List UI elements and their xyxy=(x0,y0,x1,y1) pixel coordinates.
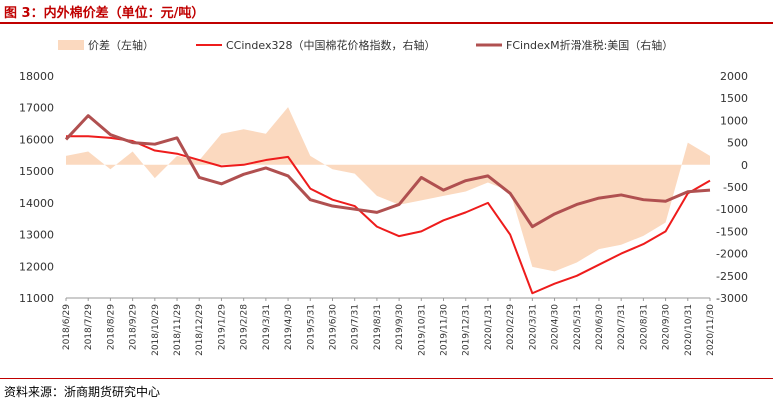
x-tick-label: 2019/3/31 xyxy=(262,304,272,350)
x-tick-label: 2020/4/30 xyxy=(551,304,561,350)
x-tick-label: 2018/7/29 xyxy=(84,304,94,350)
right-tick-label: 1500 xyxy=(720,92,748,105)
chart-area: 价差（左轴） CCindex328（中国棉花价格指数，右轴） FCindexM折滑准… xyxy=(19,38,748,356)
x-tick-label: 2020/11/30 xyxy=(706,304,716,356)
legend-label: 价差（左轴） xyxy=(88,38,154,52)
x-tick-label: 2020/5/31 xyxy=(573,304,583,350)
right-tick-label: -1000 xyxy=(716,203,748,216)
x-axis: 2018/6/29 2018/7/29 2018/8/29 2018/9/29 2018… xyxy=(62,297,716,356)
right-tick-label: 1000 xyxy=(720,114,748,127)
x-tick-label: 2019/12/31 xyxy=(462,304,472,356)
x-tick-label: 2019/8/31 xyxy=(373,304,383,350)
x-tick-label: 2019/4/30 xyxy=(284,304,294,350)
x-tick-label: 2020/6/30 xyxy=(595,304,605,350)
right-tick-label: -500 xyxy=(723,181,748,194)
x-tick-label: 2019/2/28 xyxy=(240,304,250,350)
left-tick-label: 14000 xyxy=(19,197,54,210)
x-tick-label: 2020/3/31 xyxy=(528,304,538,350)
x-tick-label: 2018/11/29 xyxy=(173,304,183,356)
series-spread-area xyxy=(66,107,710,272)
left-tick-label: 17000 xyxy=(19,102,54,115)
source-note: 资料来源：浙商期货研究中心 xyxy=(4,385,161,399)
right-tick-label: -2000 xyxy=(716,248,748,261)
legend-label: FCindexM折滑准税:美国（右轴） xyxy=(506,38,673,52)
x-tick-label: 2018/9/29 xyxy=(129,304,139,350)
x-tick-label: 2020/2/29 xyxy=(506,304,516,350)
left-tick-label: 12000 xyxy=(19,260,54,273)
right-tick-label: -2500 xyxy=(716,270,748,283)
right-tick-label: 0 xyxy=(741,159,748,172)
plot-area xyxy=(64,107,711,295)
left-tick-label: 15000 xyxy=(19,165,54,178)
title-rule xyxy=(0,22,773,24)
right-tick-label: 2000 xyxy=(720,70,748,83)
legend-label: CCindex328（中国棉花价格指数，右轴） xyxy=(226,38,435,52)
x-tick-label: 2020/9/30 xyxy=(662,304,672,350)
series-ccindex-line xyxy=(66,135,711,295)
x-tick-label: 2019/11/30 xyxy=(440,304,450,356)
series-fcindex-line xyxy=(64,114,711,229)
legend: 价差（左轴） CCindex328（中国棉花价格指数，右轴） FCindexM折滑准… xyxy=(58,38,673,52)
x-tick-label: 2019/6/30 xyxy=(328,304,338,350)
x-tick-label: 2019/5/31 xyxy=(306,304,316,350)
left-tick-label: 11000 xyxy=(19,292,54,305)
footer-rule xyxy=(0,378,773,379)
x-tick-label: 2018/8/29 xyxy=(106,304,116,350)
left-tick-label: 18000 xyxy=(19,70,54,83)
x-tick-label: 2019/10/31 xyxy=(417,304,427,356)
x-tick-label: 2020/1/31 xyxy=(484,304,494,350)
x-tick-label: 2020/8/31 xyxy=(639,304,649,350)
x-tick-label: 2019/1/29 xyxy=(217,304,227,350)
right-tick-label: -3000 xyxy=(716,292,748,305)
x-tick-label: 2018/6/29 xyxy=(62,304,72,350)
left-axis: 11000 12000 13000 14000 15000 16000 17000 18000 xyxy=(19,70,54,305)
x-tick-label: 2020/7/31 xyxy=(617,304,627,350)
x-tick-label: 2019/7/31 xyxy=(351,304,361,350)
chart-title: 图 3：内外棉价差（单位：元/吨） xyxy=(4,6,205,21)
legend-swatch-spread xyxy=(58,40,84,50)
right-axis: -3000 -2500 -2000 -1500 -1000 -500 0 500 1000 150… xyxy=(716,70,748,305)
left-tick-label: 13000 xyxy=(19,229,54,242)
x-tick-label: 2018/10/29 xyxy=(151,304,161,356)
x-tick-label: 2020/10/31 xyxy=(684,304,694,356)
right-tick-label: -1500 xyxy=(716,225,748,238)
x-tick-label: 2019/9/30 xyxy=(395,304,405,350)
x-tick-label: 2018/12/29 xyxy=(195,304,205,356)
right-tick-label: 500 xyxy=(727,137,748,150)
left-tick-label: 16000 xyxy=(19,133,54,146)
